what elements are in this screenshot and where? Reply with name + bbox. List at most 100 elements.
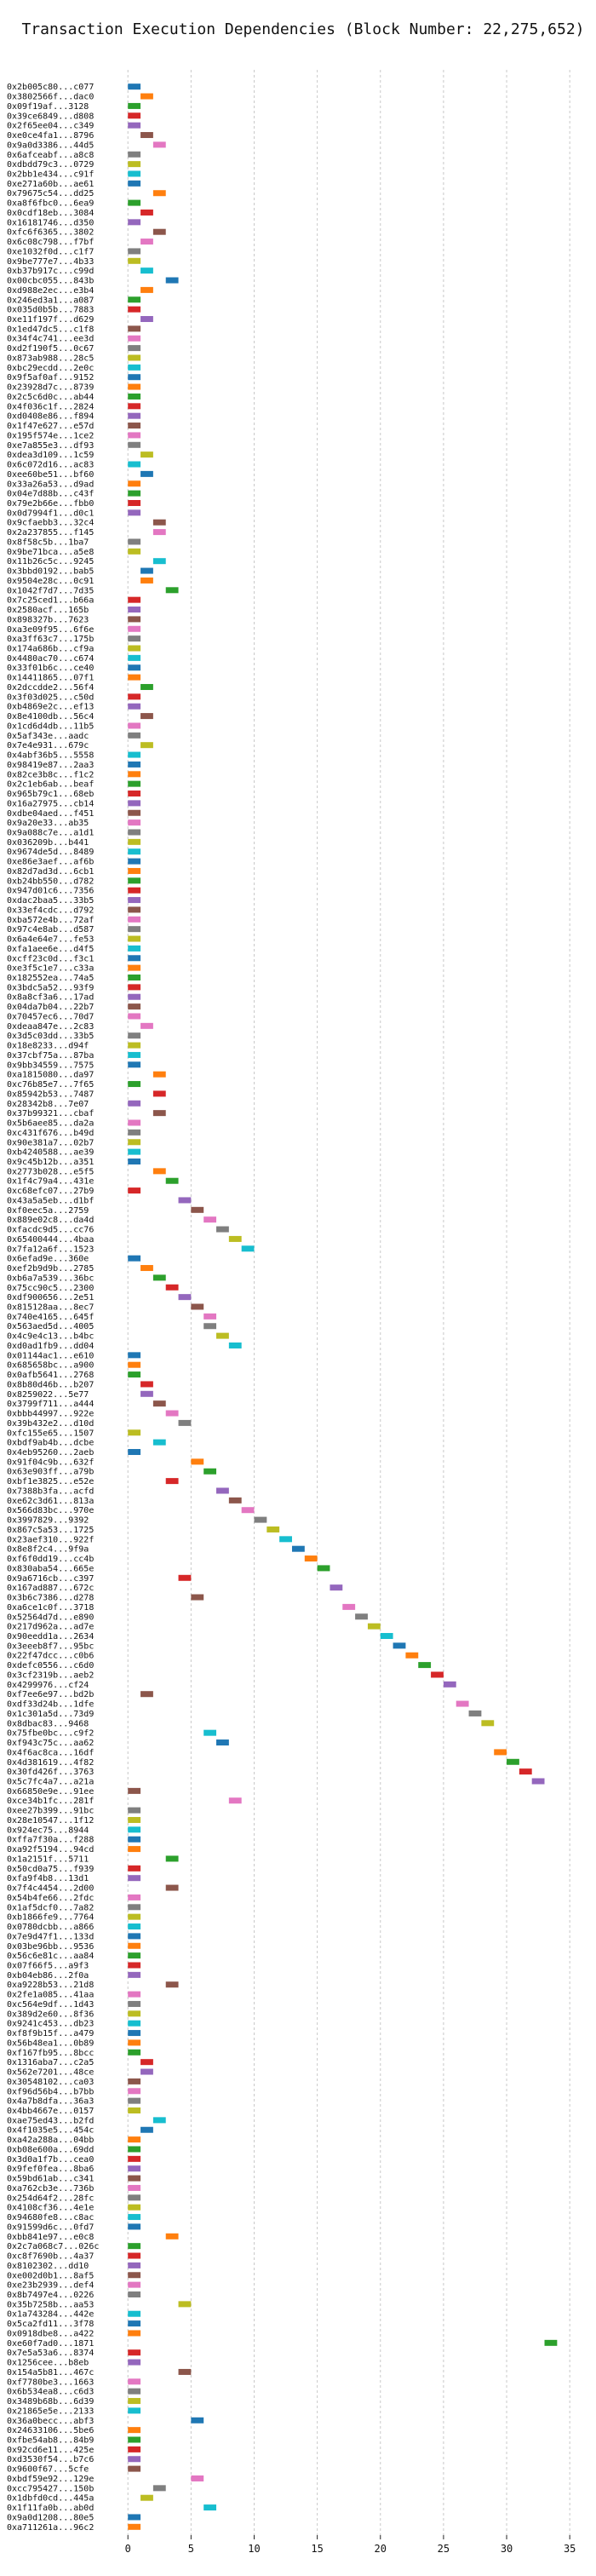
task-bar [128,1836,141,1843]
transaction-hash-label: 0x94680fe8...c8ac [7,2213,94,2222]
transaction-hash-label: 0x7e4e931...679c [7,741,89,750]
task-bar [128,993,141,1000]
transaction-hash-label: 0x965b79c1...68eb [7,790,94,799]
task-bar [128,751,141,758]
transaction-hash-label: 0x28e10547...1f12 [7,1816,94,1826]
task-bar [140,93,153,100]
task-bar [279,1536,292,1543]
task-bar [468,1710,482,1716]
transaction-hash-label: 0xffa7f30a...f288 [7,1836,94,1845]
transaction-hash-label: 0xe7a855e3...df93 [7,441,94,451]
task-bar [128,2243,141,2250]
task-bar [128,2465,141,2472]
transaction-hash-label: 0xc431f676...b49d [7,1129,94,1138]
task-bar [140,2126,153,2133]
task-bar [128,2194,141,2201]
task-bar [128,257,141,264]
task-bar [165,1177,179,1184]
task-bar [165,587,179,594]
transaction-hash-label: 0xd988e2ec...e3b4 [7,286,94,296]
task-bar [128,616,141,623]
transaction-hash-label: 0xe11f197f...d629 [7,315,94,325]
transaction-hash-label: 0x562e7201...48ce [7,2068,94,2078]
task-bar [128,2214,141,2221]
task-bar [128,838,141,845]
task-bar [128,1807,141,1814]
transaction-hash-label: 0x50cd0a75...f939 [7,1865,94,1874]
transaction-hash-label: 0xe1032f0d...c1f7 [7,247,94,256]
task-bar [128,2204,141,2211]
transaction-hash-label: 0xbdf59e92...129e [7,2475,94,2484]
transaction-hash-label: 0x75cc90c5...2300 [7,1284,94,1293]
transaction-hash-label: 0x3802566f...dac0 [7,93,94,102]
transaction-hash-label: 0x4f1035e5...454c [7,2126,94,2136]
transaction-hash-label: 0x79675c54...dd25 [7,189,94,198]
task-bar [128,161,141,168]
task-bar [128,1187,141,1194]
x-tick-label: 5 [188,2543,194,2555]
transaction-hash-label: 0xc76b85e7...7f65 [7,1080,94,1090]
transaction-hash-label: 0xb08e600a...69dd [7,2145,94,2154]
transaction-hash-label: 0x0d7994f1...d0c1 [7,509,94,518]
task-bar [140,2494,153,2501]
task-bar [128,83,141,90]
transaction-hash-label: 0x3d5c03dd...33b5 [7,1032,94,1041]
transaction-hash-label: 0x740e4165...645f [7,1313,94,1322]
task-bar [152,1110,166,1117]
task-bar [304,1555,318,1562]
task-bar [128,2388,141,2395]
task-bar [165,1478,179,1485]
transaction-hash-label: 0xe0ce4fa1...8796 [7,131,94,141]
task-bar [128,335,141,342]
transaction-hash-label: 0xb04eb86...2f0a [7,1971,89,1981]
transaction-hash-label: 0x6c072d16...ac83 [7,461,94,470]
transaction-hash-label: 0x2fe1a085...41aa [7,1991,94,2000]
task-bar [140,2059,153,2066]
transaction-hash-label: 0xae75ed43...b2fd [7,2116,94,2125]
transaction-hash-label: 0x3bdc5a52...93f9 [7,983,94,992]
task-bar [128,1816,141,1823]
transaction-hash-label: 0xb6a7a539...36bc [7,1274,94,1283]
transaction-hash-label: 0x8b7497e4...0226 [7,2291,94,2300]
transaction-hash-label: 0x43a5a5eb...d1bf [7,1196,94,1205]
task-bar [128,2456,141,2463]
transaction-hash-label: 0x04da7b04...22b7 [7,1003,94,1012]
task-bar [128,423,141,429]
task-bar [128,2136,141,2143]
task-bar [128,897,141,904]
transaction-hash-label: 0xee60be51...bf60 [7,470,94,480]
task-bar [128,393,141,400]
task-bar [128,1061,141,1068]
transaction-hash-label: 0x37b99321...cbaf [7,1109,94,1118]
task-bar [140,1265,153,1272]
transaction-hash-label: 0xbb841e97...e0c8 [7,2233,94,2242]
transaction-hash-label: 0xa1815080...da97 [7,1071,94,1080]
transaction-hash-label: 0x92cd6e11...425e [7,2446,94,2455]
task-bar [128,2175,141,2182]
task-bar [140,1381,153,1388]
task-bar [140,239,153,245]
task-bar [152,228,166,235]
transaction-hash-label: 0x1f11fa0b...ab0d [7,2504,94,2513]
transaction-hash-label: 0x4bb4667e...0157 [7,2107,94,2116]
transaction-hash-label: 0xa42a288a...04bb [7,2136,94,2145]
transaction-hash-label: 0x21865e5e...2133 [7,2406,94,2416]
task-bar [128,1991,141,1998]
task-bar [241,1245,255,1252]
transaction-hash-label: 0x56b48ea1...0b89 [7,2038,94,2048]
x-tick-label: 25 [438,2543,450,2555]
transaction-hash-label: 0xdbdd79c3...0729 [7,160,94,170]
task-bar [128,2427,141,2434]
task-bar [443,1681,456,1688]
task-bar [128,432,141,439]
task-bar [128,2097,141,2104]
transaction-hash-label: 0x90e381a7...02b7 [7,1138,94,1147]
task-bar [128,2330,141,2337]
transaction-hash-label: 0x18e8233...d94f [7,1042,89,1051]
task-bar [128,2223,141,2230]
transaction-hash-label: 0x5ca2fd11...3f78 [7,2320,94,2329]
transaction-hash-label: 0x8e8f2c4...9f9a [7,1545,89,1555]
transaction-hash-label: 0x1256cee...b8eb [7,2359,89,2368]
transaction-hash-label: 0x3997829...9392 [7,1516,89,1526]
task-bar [128,975,141,981]
